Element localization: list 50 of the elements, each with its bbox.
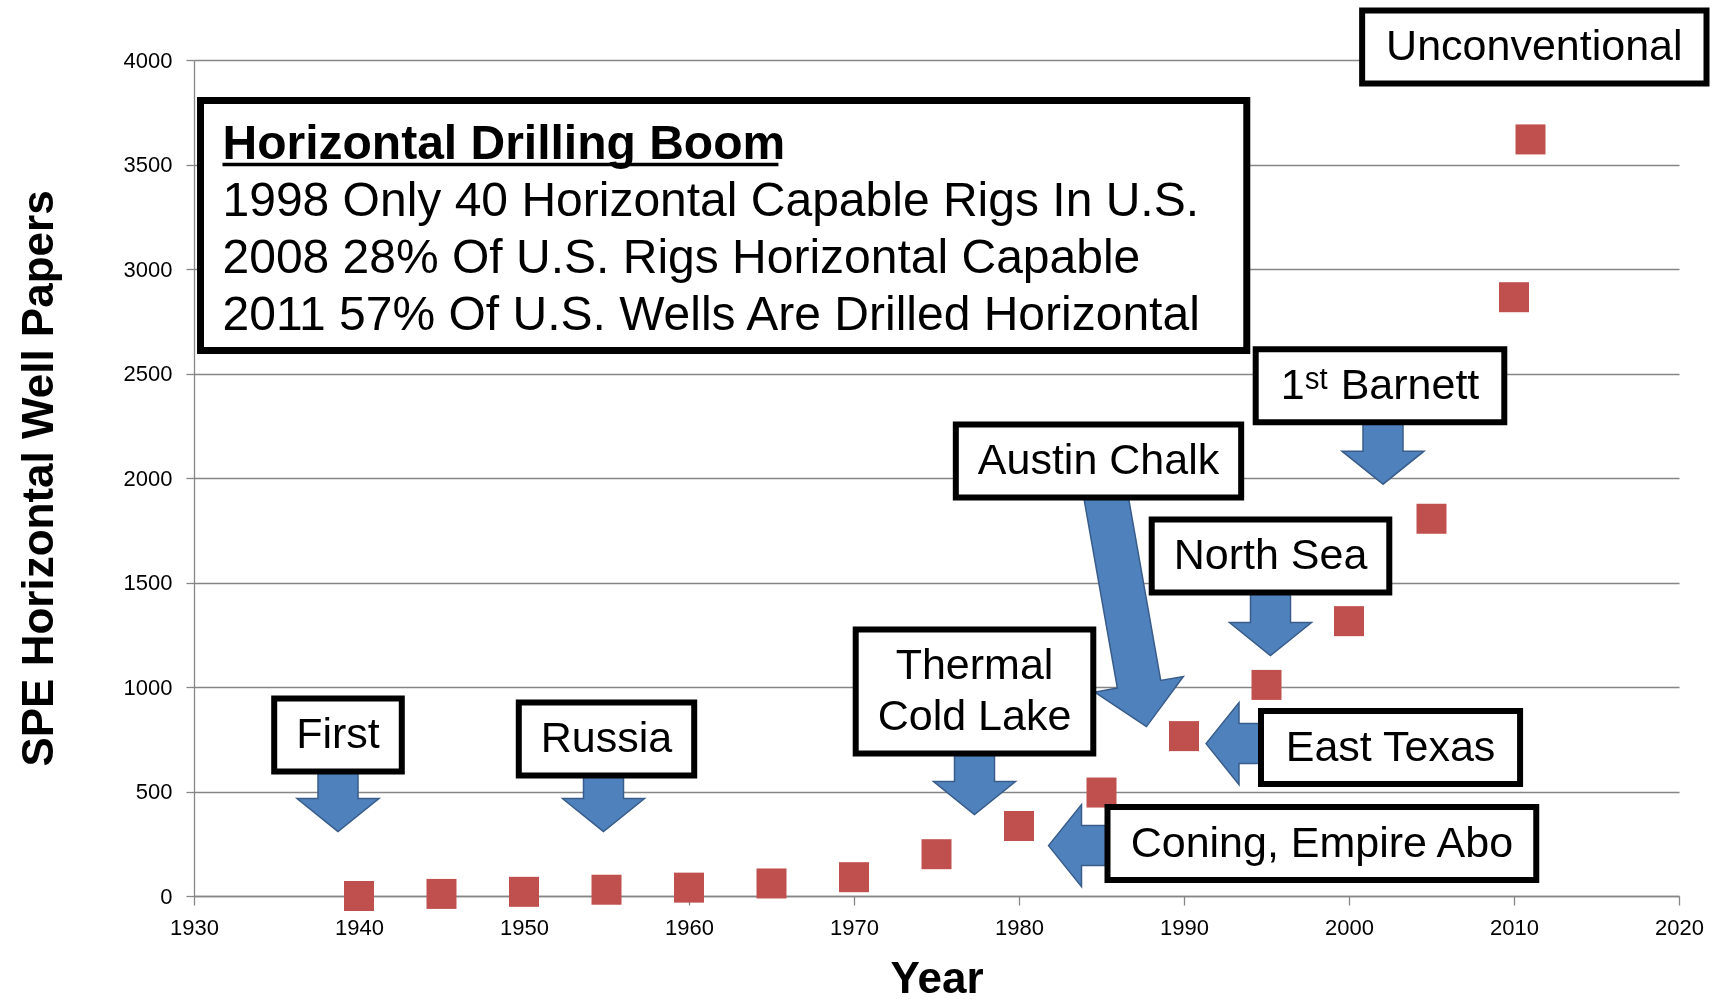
point — [1416, 503, 1447, 534]
x-tick-label: 1980 — [995, 914, 1044, 940]
point — [1169, 721, 1199, 752]
annotation: East Texas — [1285, 721, 1496, 770]
x-tick-label: 1990 — [1160, 914, 1209, 940]
x-tick-label: 1970 — [830, 914, 879, 940]
y-tick-label: 1500 — [123, 570, 173, 595]
x-tick-label: 1930 — [170, 914, 219, 940]
annotation: Coning, Empire Abo — [1130, 817, 1514, 866]
annotation: Horizontal Drilling Boom — [222, 115, 786, 169]
annotation: Austin Chalk — [977, 435, 1220, 484]
annotation: North Sea — [1173, 530, 1368, 579]
point — [1086, 777, 1117, 808]
annotation: First — [296, 709, 380, 758]
point — [1334, 606, 1364, 637]
y-tick-label: 3500 — [123, 152, 173, 177]
x-tick-label: 2020 — [1655, 914, 1704, 940]
y-tick-label: 2500 — [123, 361, 173, 386]
x-tick-label: 1950 — [500, 914, 549, 940]
annotation: 1998 Only 40 Horizontal Capable Rigs In U.S. — [222, 172, 1200, 226]
x-tick-label: 2010 — [1490, 914, 1539, 940]
x-tick-label: 2000 — [1325, 914, 1374, 940]
point — [839, 862, 869, 893]
point — [426, 878, 457, 909]
y-tick-label: 4000 — [123, 47, 173, 73]
point — [756, 868, 787, 899]
annotation: Russia — [540, 713, 673, 762]
annotation: Unconventional — [1386, 21, 1683, 70]
y-axis-title: SPE Horizontal Well Papers — [12, 190, 62, 767]
y-tick-label: 500 — [135, 779, 173, 804]
point — [591, 874, 622, 905]
y-tick-label: 3000 — [123, 256, 173, 282]
annotation: 2008 28% Of U.S. Rigs Horizontal Capable — [222, 229, 1141, 283]
point — [509, 876, 539, 907]
annotation: Thermal Cold Lake — [877, 640, 1072, 740]
y-tick-label: 2000 — [123, 465, 173, 491]
x-axis-title: Year — [890, 952, 984, 999]
x-tick-label: 1960 — [665, 914, 714, 940]
point — [1251, 669, 1282, 700]
annotation: 1ˢᵗ Barnett — [1280, 359, 1480, 408]
point — [1499, 282, 1529, 313]
x-tick-label: 1940 — [335, 914, 384, 940]
y-tick-label: 0 — [160, 883, 173, 909]
point — [344, 881, 374, 911]
point — [1515, 124, 1546, 155]
y-tick-label: 1000 — [123, 674, 173, 700]
point — [674, 872, 704, 903]
point — [921, 839, 952, 870]
annotation: 2011 57% Of U.S. Wells Are Drilled Horizontal — [222, 286, 1200, 340]
point — [1004, 810, 1034, 841]
